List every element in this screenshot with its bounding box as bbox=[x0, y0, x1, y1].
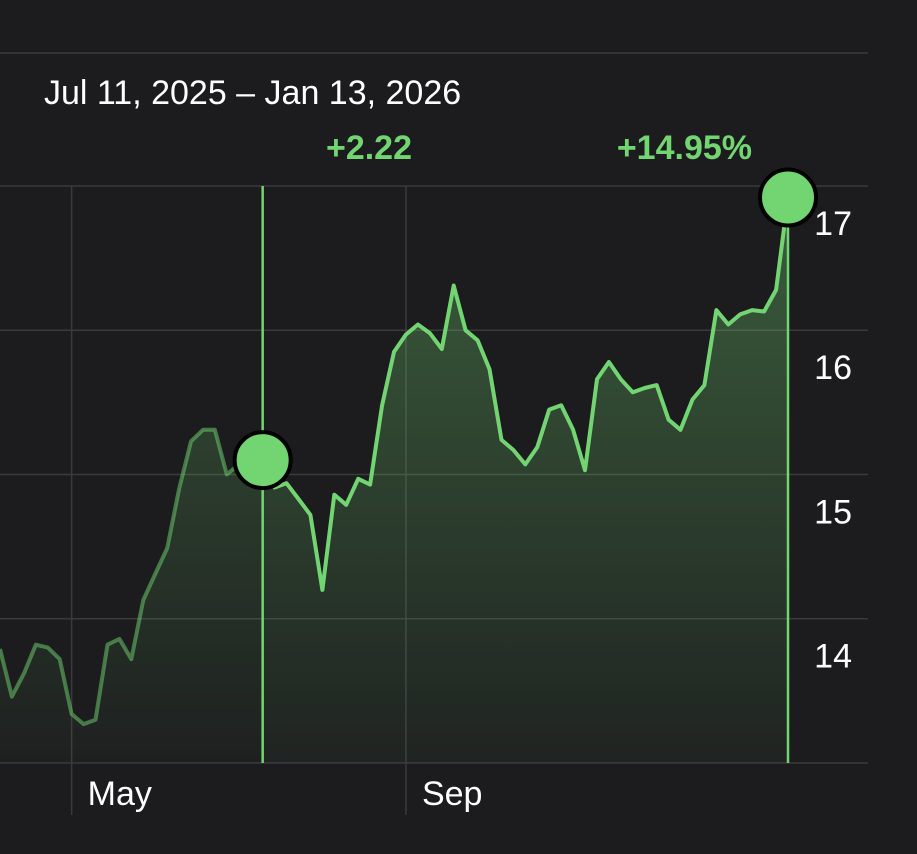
selected-line bbox=[260, 197, 790, 592]
selection-dot bbox=[232, 430, 293, 491]
dim-area bbox=[0, 429, 263, 763]
dim-line bbox=[0, 427, 264, 727]
selection-dot bbox=[758, 167, 818, 228]
y-tick-label: 16 bbox=[814, 349, 852, 387]
change-percent: +14.95% bbox=[617, 129, 752, 167]
y-tick-label: 17 bbox=[814, 205, 852, 243]
y-tick-label: 15 bbox=[814, 493, 852, 531]
change: +2.22 bbox=[326, 129, 412, 167]
selected-area bbox=[262, 197, 789, 763]
y-tick-label: 14 bbox=[814, 638, 852, 676]
x-tick-label: Sep bbox=[422, 775, 483, 813]
period: Jul 11, 2025 – Jan 13, 2026 bbox=[44, 74, 461, 112]
x-tick-label: May bbox=[88, 775, 152, 813]
